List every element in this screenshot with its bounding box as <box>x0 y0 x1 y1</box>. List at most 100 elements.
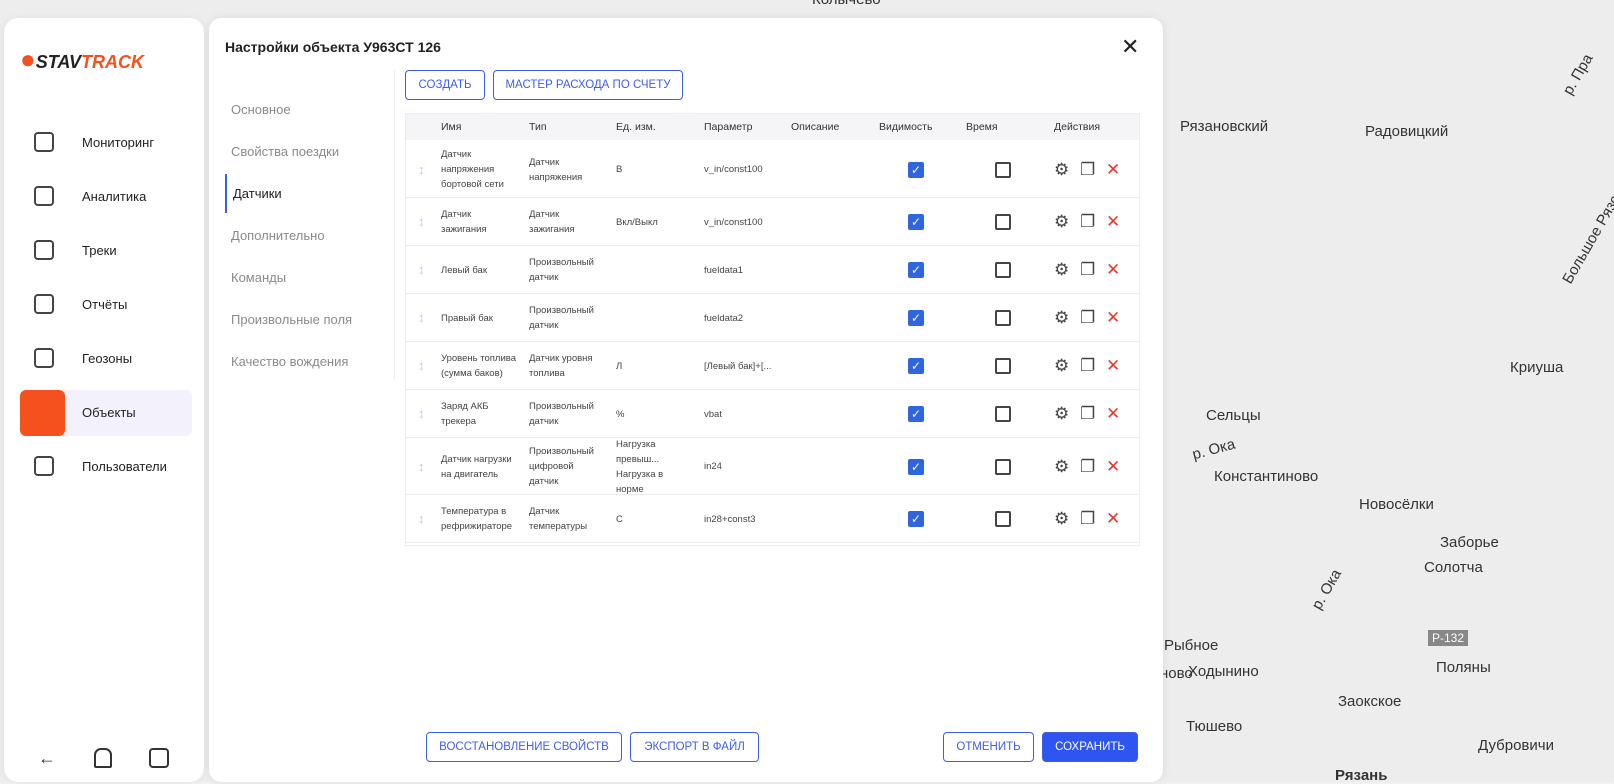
checkbox[interactable]: ✓ <box>908 262 924 278</box>
nav-item[interactable]: Объекты <box>20 390 192 436</box>
map-label: р. Пра <box>1559 51 1597 98</box>
settings-icon[interactable]: ⚙ <box>1054 212 1070 231</box>
copy-icon[interactable]: ❐ <box>1080 159 1096 179</box>
checkbox[interactable]: ✓ <box>908 214 924 230</box>
profile-icon[interactable] <box>149 748 169 768</box>
checkbox[interactable] <box>995 458 1011 475</box>
checkbox[interactable]: ✓ <box>908 458 924 475</box>
nav-icon <box>34 294 54 314</box>
checkbox[interactable]: ✓ <box>908 358 924 374</box>
settings-icon[interactable]: ⚙ <box>1054 456 1070 476</box>
tab[interactable]: Датчики <box>225 174 359 213</box>
sidebar: ●STAVTRACK Мониторинг Аналитика Треки Отчёт… <box>4 18 204 782</box>
nav-item[interactable]: Аналитика <box>20 174 192 220</box>
map-label: Константиново <box>1214 468 1319 485</box>
nav-label: Отчёты <box>82 297 128 312</box>
checkbox[interactable] <box>995 214 1011 230</box>
delete-icon[interactable]: ✕ <box>1106 159 1121 179</box>
tab[interactable]: Качество вождения <box>231 354 349 369</box>
checkbox[interactable] <box>995 161 1011 178</box>
checkbox[interactable] <box>995 262 1011 278</box>
nav-item[interactable]: Геозоны <box>20 336 192 382</box>
button[interactable]: ВОССТАНОВЛЕНИЕ СВОЙСТВ <box>426 732 622 762</box>
drag-handle[interactable]: ↕ <box>418 458 425 474</box>
button[interactable]: СОХРАНИТЬ <box>1042 732 1138 762</box>
checkbox[interactable]: ✓ <box>908 406 924 422</box>
close-button[interactable]: ✕ <box>1121 34 1140 59</box>
button[interactable]: ЭКСПОРТ В ФАЙЛ <box>630 732 759 762</box>
settings-icon[interactable]: ⚙ <box>1054 509 1070 528</box>
button[interactable]: СОЗДАТЬ <box>405 70 485 100</box>
copy-icon[interactable]: ❐ <box>1080 456 1096 476</box>
drag-handle[interactable]: ↕ <box>418 511 425 526</box>
bell-icon[interactable] <box>94 748 112 768</box>
nav-icon <box>34 186 54 206</box>
drag-handle[interactable]: ↕ <box>418 161 425 177</box>
settings-icon[interactable]: ⚙ <box>1054 404 1070 423</box>
cell-param: fueldata1 <box>704 264 744 276</box>
checkbox[interactable]: ✓ <box>908 161 924 178</box>
map-label: Криуша <box>1510 359 1564 376</box>
tab[interactable]: Произвольные поля <box>231 312 353 327</box>
copy-icon[interactable]: ❐ <box>1080 356 1096 375</box>
delete-icon[interactable]: ✕ <box>1106 212 1121 231</box>
cell-param: v_in/const100 <box>704 216 763 228</box>
map-label: Дубровичи <box>1478 737 1554 754</box>
settings-icon[interactable]: ⚙ <box>1054 308 1070 327</box>
copy-icon[interactable]: ❐ <box>1080 308 1096 327</box>
cell-name: Левый бак <box>441 264 488 276</box>
logo-text: TRACK <box>81 52 145 72</box>
drag-handle[interactable]: ↕ <box>418 214 425 229</box>
checkbox[interactable] <box>995 511 1011 527</box>
tab[interactable]: Свойства поездки <box>231 144 340 159</box>
copy-icon[interactable]: ❐ <box>1080 509 1096 528</box>
map-label: Рыбное <box>1164 637 1219 654</box>
checkbox[interactable]: ✓ <box>908 310 924 326</box>
nav-label: Треки <box>82 243 117 258</box>
delete-icon[interactable]: ✕ <box>1106 456 1121 476</box>
tab[interactable]: Дополнительно <box>231 228 325 243</box>
row-divider <box>406 389 1139 390</box>
divider <box>394 70 395 380</box>
nav-item[interactable]: Мониторинг <box>20 120 192 166</box>
drag-handle[interactable]: ↕ <box>418 310 425 325</box>
map-label: Сельцы <box>1206 407 1261 424</box>
button[interactable]: МАСТЕР РАСХОДА ПО СЧЕТУ <box>493 70 683 100</box>
tab[interactable]: Команды <box>231 270 287 285</box>
drag-handle[interactable]: ↕ <box>418 406 425 421</box>
delete-icon[interactable]: ✕ <box>1106 356 1121 375</box>
delete-icon[interactable]: ✕ <box>1106 404 1121 423</box>
map-label: Ходынино <box>1188 663 1259 680</box>
delete-icon[interactable]: ✕ <box>1106 509 1121 528</box>
nav-label: Пользователи <box>82 459 167 474</box>
button[interactable]: ОТМЕНИТЬ <box>943 732 1034 762</box>
map-label: Рязань <box>1335 767 1388 784</box>
nav-item[interactable]: Пользователи <box>20 444 192 490</box>
settings-icon[interactable]: ⚙ <box>1054 260 1070 279</box>
checkbox[interactable] <box>995 310 1011 326</box>
checkbox[interactable] <box>995 406 1011 422</box>
column-header: Время <box>966 121 998 133</box>
drag-handle[interactable]: ↕ <box>418 358 425 373</box>
column-header: Видимость <box>879 121 933 133</box>
nav-item[interactable]: Треки <box>20 228 192 274</box>
back-icon[interactable]: ← <box>38 748 56 768</box>
column-header: Имя <box>441 121 462 133</box>
nav-item[interactable]: Отчёты <box>20 282 192 328</box>
settings-icon[interactable]: ⚙ <box>1054 356 1070 375</box>
copy-icon[interactable]: ❐ <box>1080 212 1096 231</box>
delete-icon[interactable]: ✕ <box>1106 260 1121 279</box>
delete-icon[interactable]: ✕ <box>1106 308 1121 327</box>
column-header: Описание <box>791 121 840 133</box>
settings-icon[interactable]: ⚙ <box>1054 159 1070 179</box>
map-label: р. Ока <box>1308 566 1346 613</box>
tab[interactable]: Основное <box>231 102 291 117</box>
checkbox[interactable] <box>995 358 1011 374</box>
cell-param: vbat <box>704 408 722 420</box>
copy-icon[interactable]: ❐ <box>1080 404 1096 423</box>
drag-handle[interactable]: ↕ <box>418 262 425 277</box>
copy-icon[interactable]: ❐ <box>1080 260 1096 279</box>
checkbox[interactable]: ✓ <box>908 511 924 527</box>
table-header <box>406 114 1139 140</box>
